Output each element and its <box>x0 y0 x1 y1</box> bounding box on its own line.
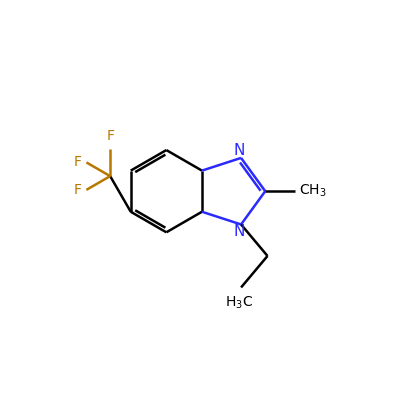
Text: N: N <box>234 143 245 158</box>
Text: H$_3$C: H$_3$C <box>225 294 253 311</box>
Text: N: N <box>234 224 245 239</box>
Text: F: F <box>106 129 114 143</box>
Text: F: F <box>74 183 82 197</box>
Text: CH$_3$: CH$_3$ <box>298 183 326 199</box>
Text: F: F <box>74 156 82 170</box>
